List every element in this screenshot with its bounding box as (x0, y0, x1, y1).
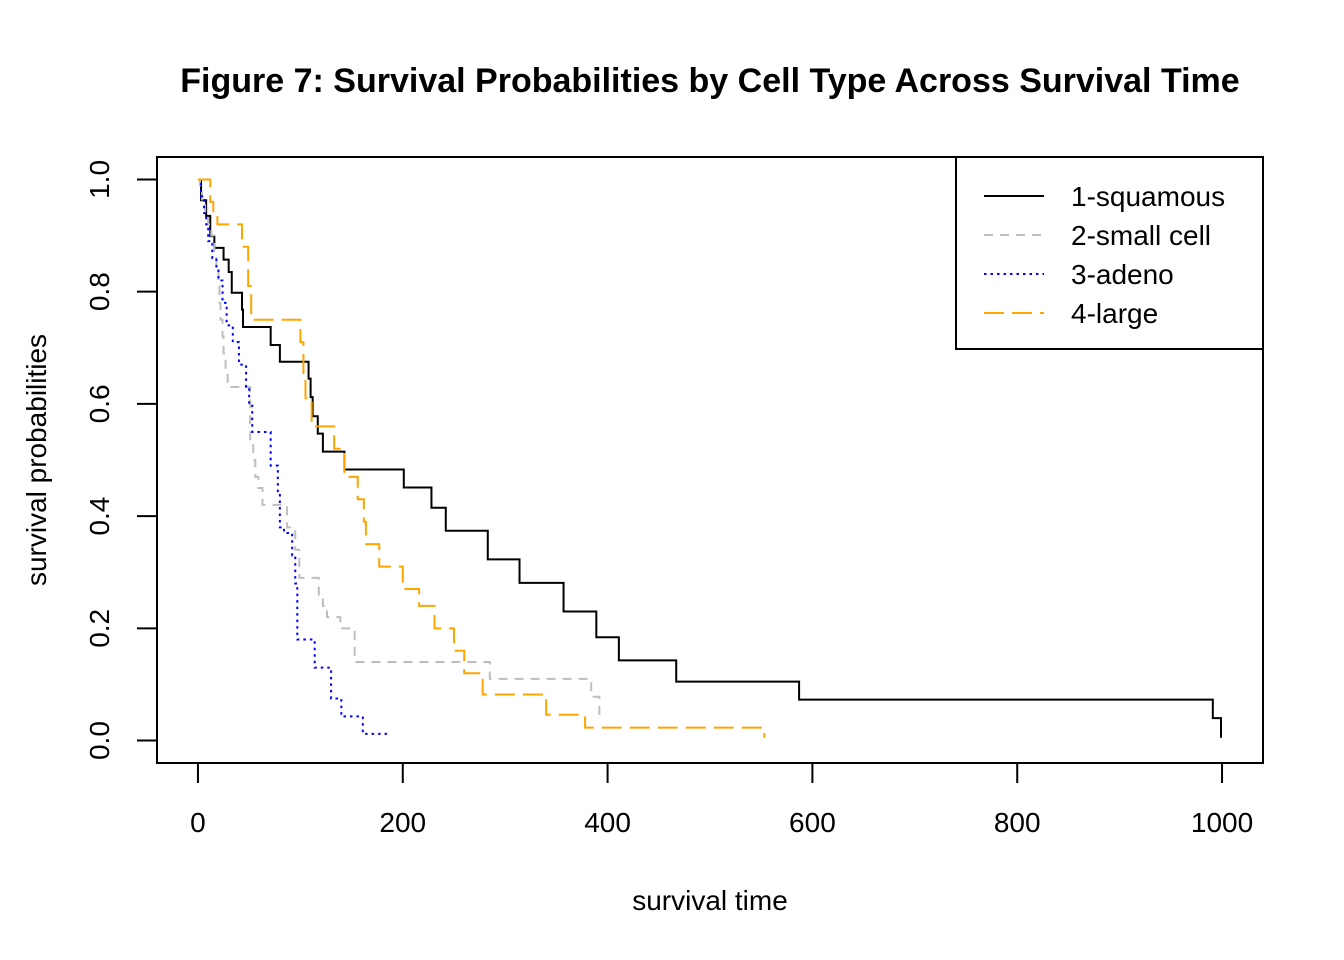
x-tick-label: 200 (379, 807, 426, 838)
x-axis-label: survival time (632, 885, 788, 916)
chart-title: Figure 7: Survival Probabilities by Cell… (180, 62, 1239, 100)
y-tick-label: 0.0 (84, 721, 115, 760)
legend-label: 1-squamous (1071, 181, 1225, 212)
legend-label: 3-adeno (1071, 259, 1174, 290)
y-tick-label: 0.8 (84, 272, 115, 311)
series-line-3 (197, 178, 389, 735)
plot-area (197, 178, 1223, 738)
x-tick-label: 400 (584, 807, 631, 838)
y-axis: 0.0 0.2 0.4 0.6 0.8 1.0 (84, 160, 158, 760)
legend-label: 2-small cell (1071, 220, 1211, 251)
y-axis-label: survival probabilities (21, 334, 52, 586)
legend-box (955, 156, 1264, 350)
x-tick-label: 800 (994, 807, 1041, 838)
x-tick-label: 1000 (1191, 807, 1253, 838)
x-axis: 0 200 400 600 800 1000 (190, 762, 1253, 838)
legend-label: 4-large (1071, 298, 1158, 329)
series-line-1 (197, 178, 1223, 738)
y-tick-label: 0.4 (84, 497, 115, 536)
y-tick-label: 0.2 (84, 609, 115, 648)
series-line-4 (197, 178, 766, 738)
x-tick-label: 0 (190, 807, 206, 838)
legend: 1-squamous 2-small cell 3-adeno 4-large (955, 156, 1264, 350)
y-tick-label: 0.6 (84, 384, 115, 423)
x-tick-label: 600 (789, 807, 836, 838)
y-tick-label: 1.0 (84, 160, 115, 199)
series-line-2 (197, 178, 601, 719)
